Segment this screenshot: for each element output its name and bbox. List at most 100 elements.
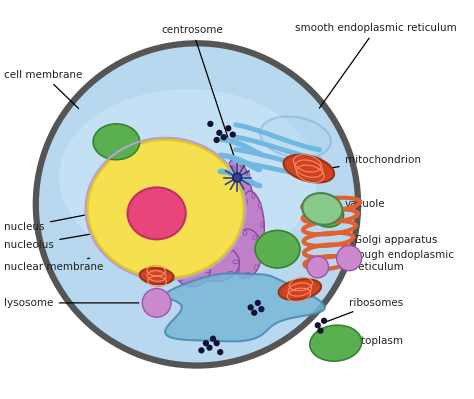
Ellipse shape [233,173,242,182]
Ellipse shape [247,172,250,180]
Ellipse shape [310,200,344,227]
Text: nuclear membrane: nuclear membrane [4,258,104,272]
Text: lysosome: lysosome [4,298,139,308]
Ellipse shape [213,277,219,280]
Text: cell membrane: cell membrane [4,69,83,109]
Ellipse shape [245,217,248,225]
Ellipse shape [337,246,362,271]
Ellipse shape [123,170,125,176]
Ellipse shape [283,155,334,182]
Ellipse shape [87,140,244,278]
Ellipse shape [128,188,186,239]
Ellipse shape [217,349,223,355]
Ellipse shape [247,304,254,310]
Ellipse shape [252,193,255,199]
Ellipse shape [103,160,129,240]
Text: ribosomes: ribosomes [327,298,403,322]
Ellipse shape [232,166,235,174]
Ellipse shape [126,193,128,201]
Ellipse shape [226,249,232,253]
Text: cytoplasm: cytoplasm [332,336,403,346]
Ellipse shape [198,347,205,354]
Ellipse shape [59,89,317,266]
Ellipse shape [258,306,264,312]
Ellipse shape [225,125,231,131]
Ellipse shape [191,262,197,265]
Ellipse shape [131,146,134,151]
Ellipse shape [240,191,264,253]
Ellipse shape [93,124,140,160]
Ellipse shape [250,246,253,252]
Ellipse shape [210,336,216,342]
Ellipse shape [126,153,128,158]
Ellipse shape [206,344,213,351]
Ellipse shape [174,253,210,287]
Ellipse shape [255,300,261,306]
Ellipse shape [251,310,257,316]
Ellipse shape [116,230,119,238]
Ellipse shape [179,277,183,281]
Ellipse shape [123,144,142,202]
Ellipse shape [315,322,321,328]
Ellipse shape [243,230,247,235]
Ellipse shape [228,271,233,275]
Ellipse shape [108,222,111,230]
Ellipse shape [137,188,139,194]
Ellipse shape [203,340,209,346]
Ellipse shape [233,260,239,264]
Ellipse shape [122,170,125,178]
Ellipse shape [259,202,262,208]
Ellipse shape [241,217,244,223]
Ellipse shape [231,253,235,258]
Ellipse shape [255,265,258,270]
Ellipse shape [230,229,262,278]
Ellipse shape [211,245,217,249]
Ellipse shape [189,282,193,286]
Ellipse shape [236,267,239,272]
Ellipse shape [207,121,213,127]
Ellipse shape [229,131,236,138]
Ellipse shape [196,250,202,254]
Text: nucleus: nucleus [4,209,114,232]
Ellipse shape [213,340,220,346]
Ellipse shape [244,236,246,243]
Ellipse shape [126,188,128,194]
Text: mitochondrion: mitochondrion [329,155,420,168]
Ellipse shape [245,199,247,205]
Ellipse shape [227,158,254,233]
Ellipse shape [228,187,231,195]
Ellipse shape [36,43,358,365]
Text: smooth endoplasmic reticulum: smooth endoplasmic reticulum [295,23,457,108]
Ellipse shape [221,134,227,140]
Ellipse shape [123,218,126,226]
Ellipse shape [249,196,252,204]
Ellipse shape [175,267,180,270]
Ellipse shape [140,268,173,284]
Polygon shape [165,273,325,342]
Ellipse shape [205,269,210,273]
Ellipse shape [317,328,324,334]
Ellipse shape [234,238,238,243]
Ellipse shape [216,130,222,136]
Ellipse shape [114,162,117,170]
Ellipse shape [321,318,327,324]
Text: rough endoplasmic
reticulum: rough endoplasmic reticulum [347,250,454,272]
Ellipse shape [310,325,362,361]
Ellipse shape [246,272,249,277]
Ellipse shape [257,239,260,246]
Ellipse shape [140,170,142,176]
Ellipse shape [107,174,109,182]
Ellipse shape [302,193,342,225]
Ellipse shape [131,195,134,201]
Ellipse shape [240,160,243,167]
Ellipse shape [255,230,300,268]
Ellipse shape [307,256,328,278]
Ellipse shape [237,224,240,231]
Ellipse shape [198,273,204,277]
Ellipse shape [253,235,256,240]
Text: nucleolus: nucleolus [4,227,130,250]
Ellipse shape [137,153,139,158]
Ellipse shape [279,279,321,300]
Ellipse shape [260,117,331,158]
Ellipse shape [257,249,261,254]
